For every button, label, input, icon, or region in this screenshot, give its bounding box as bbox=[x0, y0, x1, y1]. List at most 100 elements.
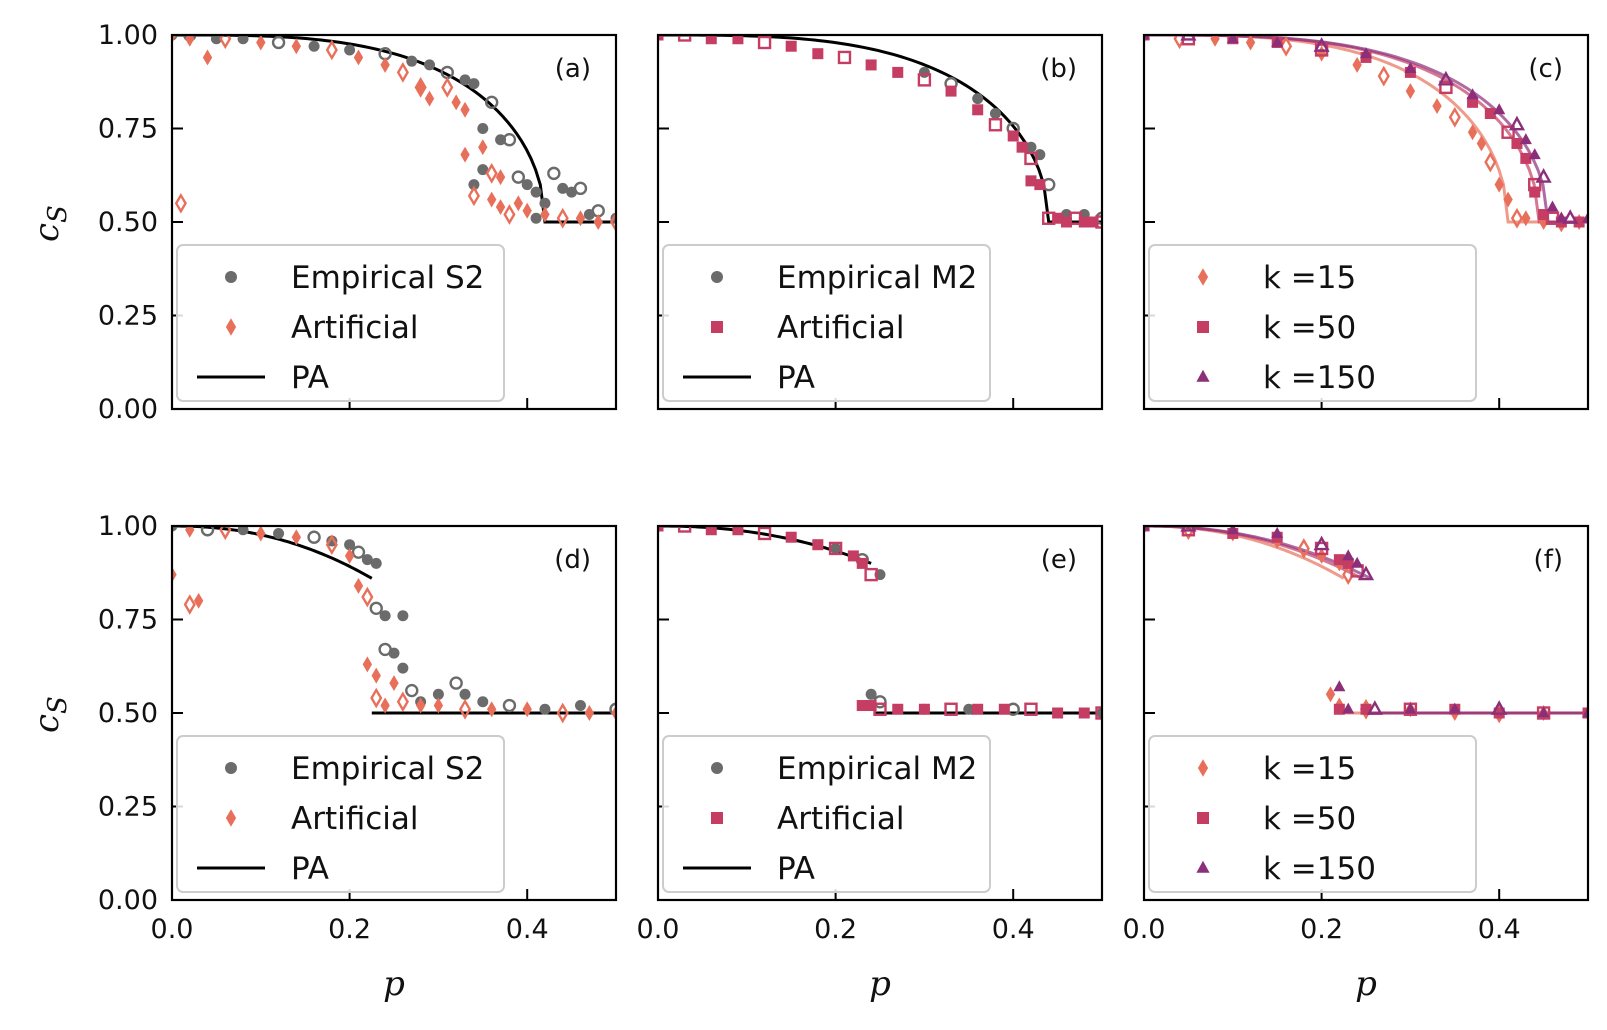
legend-label: Artificial bbox=[291, 801, 419, 837]
data-point bbox=[1359, 47, 1373, 59]
data-point bbox=[1060, 216, 1072, 228]
data-point bbox=[172, 566, 177, 583]
legend-frame bbox=[1148, 244, 1477, 402]
data-point bbox=[1405, 83, 1416, 100]
data-point bbox=[1342, 702, 1355, 714]
legend-label: Artificial bbox=[777, 801, 905, 837]
legend-marker bbox=[225, 271, 237, 283]
x-axis-title: p bbox=[1355, 964, 1377, 1004]
panel-c: (c) k =15 k =50 k =150 bbox=[1142, 33, 1590, 411]
plot-area-a bbox=[172, 35, 616, 233]
data-point bbox=[557, 182, 569, 194]
data-point bbox=[172, 35, 177, 43]
legend-frame bbox=[662, 735, 991, 893]
data-point bbox=[370, 687, 383, 709]
data-point bbox=[307, 530, 321, 544]
data-point bbox=[1313, 535, 1330, 551]
data-point bbox=[1078, 216, 1090, 228]
data-point bbox=[502, 133, 517, 147]
panel-label: (b) bbox=[1040, 54, 1077, 84]
data-point bbox=[1484, 108, 1496, 120]
data-point bbox=[757, 526, 772, 541]
data-point bbox=[1280, 35, 1293, 57]
data-point bbox=[237, 526, 249, 536]
data-point bbox=[1333, 554, 1345, 566]
x-tick-label: 0.2 bbox=[1300, 914, 1343, 945]
legend-marker bbox=[1197, 812, 1209, 824]
data-point bbox=[351, 545, 366, 559]
legend-label: Empirical M2 bbox=[777, 751, 977, 787]
legend-marker bbox=[1197, 321, 1209, 333]
legend: Empirical S2 Artificial PA bbox=[176, 244, 505, 402]
y-tick-label: 0.00 bbox=[98, 885, 158, 916]
data-point bbox=[1007, 130, 1019, 142]
legend-label: PA bbox=[777, 360, 815, 396]
y-tick-label: 0.50 bbox=[98, 207, 158, 238]
data-point bbox=[1342, 557, 1354, 569]
y-tick-label: 0.25 bbox=[98, 792, 158, 823]
data-point bbox=[1581, 211, 1588, 223]
data-point bbox=[1493, 103, 1506, 115]
data-point bbox=[865, 688, 877, 700]
data-point bbox=[1537, 706, 1550, 718]
x-axis-title: p bbox=[869, 964, 891, 1004]
legend-frame bbox=[176, 735, 505, 893]
data-point bbox=[1508, 115, 1526, 131]
data-point bbox=[1226, 526, 1239, 535]
data-point bbox=[677, 35, 692, 42]
data-point bbox=[1546, 200, 1559, 212]
legend-label: k =15 bbox=[1263, 751, 1356, 787]
panel-d: 0.00 0.25 0.50 0.75 1.00 0.0 0.2 0.4 (d) Empirica… bbox=[27, 511, 618, 1004]
panel-f: 0.0 0.2 0.4 (f) k =15 k =50 k =150 p bbox=[1123, 524, 1590, 1004]
pa-curve bbox=[172, 35, 616, 224]
panel-b: (b) Empirical M2 Artificial PA bbox=[656, 33, 1104, 411]
data-point bbox=[1501, 125, 1515, 139]
y-axis-title: cS bbox=[27, 205, 73, 242]
data-point bbox=[1016, 141, 1028, 153]
y-tick-label: 0.25 bbox=[98, 301, 158, 332]
data-point bbox=[1078, 707, 1090, 719]
data-point bbox=[1316, 45, 1327, 62]
data-point bbox=[484, 95, 499, 110]
legend-label: PA bbox=[291, 360, 329, 396]
y-axis-title-main: c bbox=[27, 223, 67, 242]
data-point bbox=[1342, 549, 1355, 561]
legend-label: Empirical M2 bbox=[777, 260, 977, 296]
x-tick-label: 0.2 bbox=[814, 914, 857, 945]
data-point bbox=[513, 195, 523, 212]
data-point bbox=[705, 35, 717, 45]
data-point bbox=[1448, 106, 1461, 128]
data-point bbox=[989, 108, 1001, 120]
data-point bbox=[237, 35, 249, 45]
data-point bbox=[972, 93, 984, 105]
data-point bbox=[371, 667, 381, 684]
data-point bbox=[362, 656, 373, 673]
data-point bbox=[219, 35, 232, 50]
panel-frame bbox=[656, 524, 1104, 902]
data-point bbox=[812, 48, 824, 60]
data-point bbox=[344, 44, 356, 56]
legend-marker bbox=[225, 318, 237, 336]
data-point bbox=[200, 526, 215, 537]
data-point bbox=[308, 40, 320, 52]
x-tick-label: 0.4 bbox=[992, 914, 1035, 945]
panel-frame bbox=[1142, 524, 1590, 902]
legend-label: PA bbox=[291, 851, 329, 887]
legend-marker bbox=[711, 762, 723, 774]
data-point bbox=[945, 85, 957, 97]
data-point bbox=[185, 35, 195, 47]
data-point bbox=[459, 74, 471, 86]
data-point bbox=[1087, 216, 1099, 228]
pa-curve-upper bbox=[172, 526, 373, 580]
data-point bbox=[1024, 151, 1038, 166]
data-point bbox=[172, 526, 178, 532]
data-point bbox=[1052, 212, 1064, 224]
panel-frame bbox=[170, 524, 618, 902]
data-point bbox=[1377, 65, 1390, 87]
data-point bbox=[256, 35, 266, 51]
data-point bbox=[511, 170, 526, 184]
data-point bbox=[1528, 148, 1541, 160]
data-point bbox=[1562, 209, 1579, 224]
data-point bbox=[380, 697, 390, 714]
